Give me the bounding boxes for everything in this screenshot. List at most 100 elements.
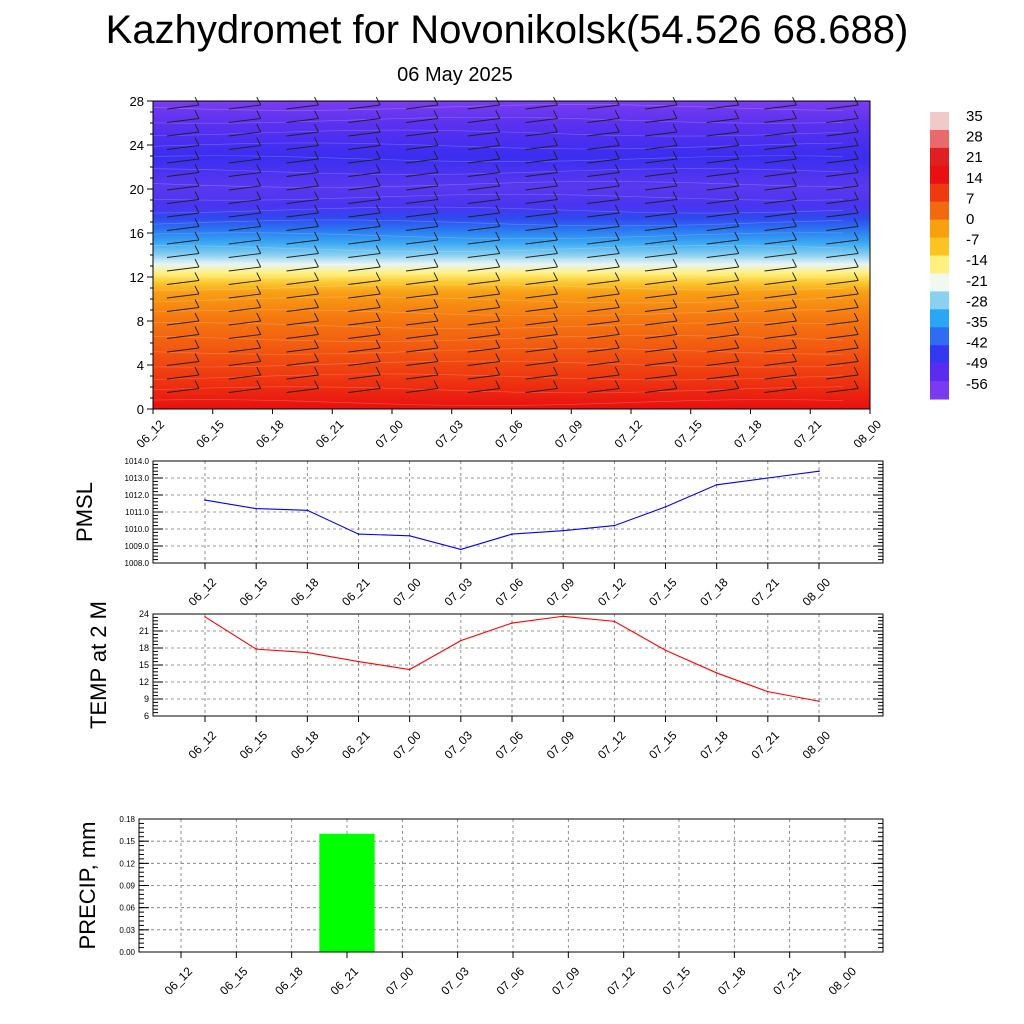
- wind-barb: [644, 118, 678, 123]
- wind-barb: [853, 285, 859, 295]
- wind-barb: [286, 212, 319, 218]
- colorbar-label: 35: [966, 108, 983, 125]
- data-point: [306, 651, 309, 654]
- wind-barb: [348, 172, 381, 177]
- wind-barb: [286, 307, 319, 312]
- data-point: [460, 548, 462, 551]
- wind-barb: [644, 253, 678, 258]
- wind-barb: [467, 104, 500, 110]
- x-tick-label: 07_15: [646, 575, 680, 609]
- wind-barb: [433, 150, 439, 160]
- wind-barb: [826, 172, 859, 177]
- chart-title: Kazhydromet for Novonikolsk(54.526 68.68…: [105, 8, 909, 52]
- wind-barb: [792, 245, 797, 254]
- y-tick-label: 1013.0: [125, 474, 150, 483]
- wind-barb: [495, 380, 501, 389]
- wind-barb: [853, 326, 859, 335]
- wind-barb: [286, 199, 319, 204]
- wind-barb: [433, 380, 439, 389]
- precip-bar: [319, 833, 375, 952]
- x-tick-label: 07_15: [671, 417, 705, 451]
- wind-barb: [228, 212, 261, 218]
- wind-barb: [166, 104, 200, 110]
- x-tick-label: 07_00: [390, 728, 424, 762]
- wind-barb: [348, 226, 381, 231]
- wind-barb: [525, 266, 558, 272]
- wind-barb: [553, 123, 558, 133]
- wind-barb: [286, 388, 319, 393]
- wind-barb: [375, 326, 381, 335]
- wind-barb: [286, 253, 319, 258]
- wind-barb: [286, 361, 319, 366]
- wind-barb: [792, 339, 797, 349]
- wind-barb: [314, 110, 319, 119]
- wind-barb: [166, 158, 200, 164]
- x-tick-label: 07_12: [612, 417, 646, 451]
- wind-barb: [228, 320, 261, 326]
- x-tick-label: 06_12: [186, 728, 220, 762]
- wind-barb: [644, 334, 678, 339]
- y-tick-label: 0.06: [119, 904, 135, 913]
- wind-barb: [405, 293, 439, 299]
- colorbar-label: -28: [966, 293, 988, 310]
- wind-barb: [792, 177, 797, 187]
- wind-barb: [853, 191, 859, 200]
- contour-line: [152, 347, 844, 355]
- wind-barb: [587, 158, 620, 164]
- wind-barb: [166, 280, 200, 285]
- wind-barb: [672, 204, 678, 214]
- data-point: [460, 639, 462, 642]
- y-tick-label: 21: [139, 626, 149, 636]
- wind-barb: [166, 239, 200, 245]
- wind-barb: [644, 307, 678, 312]
- wind-barb: [525, 172, 558, 177]
- x-tick-label: 06_18: [288, 728, 322, 762]
- wind-barb: [826, 199, 859, 204]
- panel-frame: [152, 613, 884, 717]
- wind-barb: [314, 231, 319, 241]
- wind-barb: [587, 334, 620, 339]
- wind-barb: [194, 150, 200, 160]
- wind-barb: [553, 299, 558, 308]
- wind-barb: [166, 172, 200, 177]
- wind-barb: [256, 231, 262, 241]
- x-tick-label: 06_15: [237, 575, 271, 609]
- wind-barb: [194, 353, 200, 362]
- wind-barb: [348, 199, 381, 204]
- wind-barb: [614, 285, 620, 295]
- contour-line: [152, 245, 844, 252]
- wind-barb: [348, 212, 381, 218]
- wind-barb: [553, 218, 558, 227]
- data-point: [357, 533, 360, 535]
- wind-barb: [553, 231, 558, 241]
- wind-barb: [256, 285, 262, 295]
- wind-barb: [256, 191, 262, 200]
- wind-barb: [706, 172, 739, 177]
- y-tick-label: 24: [130, 138, 144, 153]
- wind-barb: [587, 185, 620, 191]
- wind-barb: [644, 280, 678, 285]
- wind-barb: [706, 212, 739, 218]
- wind-barb: [734, 164, 740, 173]
- wind-barb: [672, 150, 678, 160]
- y-tick-label: 1011.0: [125, 508, 149, 517]
- x-tick-label: 07_06: [493, 728, 527, 762]
- wind-barb: [826, 253, 859, 258]
- wind-barb: [467, 347, 500, 353]
- data-point: [204, 616, 206, 618]
- wind-barb: [525, 320, 558, 326]
- wind-barb: [256, 312, 262, 322]
- wind-barb: [348, 253, 381, 258]
- data-point: [818, 700, 820, 703]
- wind-barb: [375, 312, 381, 322]
- wind-barb: [375, 258, 381, 268]
- wind-barb: [614, 137, 620, 146]
- wind-barb: [525, 118, 558, 123]
- wind-barb: [525, 145, 558, 150]
- wind-barb: [764, 104, 797, 110]
- wind-barb: [853, 164, 859, 173]
- wind-barb: [853, 231, 859, 241]
- wind-barb: [286, 172, 319, 177]
- wind-barb: [734, 137, 740, 146]
- wind-barb: [375, 150, 381, 160]
